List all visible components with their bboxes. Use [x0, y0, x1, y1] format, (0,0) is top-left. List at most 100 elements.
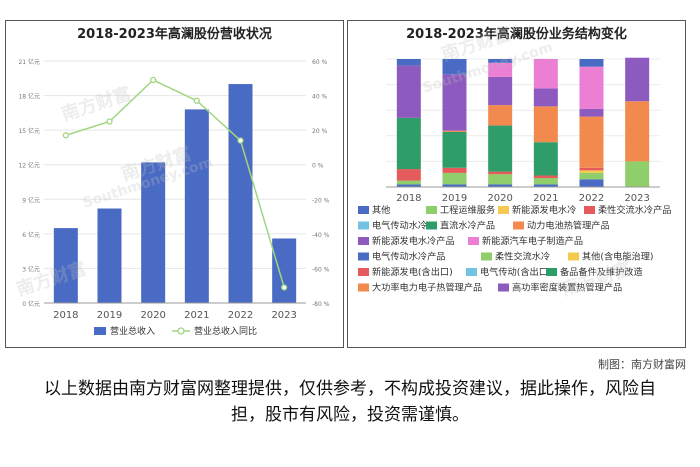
revenue-bar: [228, 84, 253, 303]
business-structure-panel: 2018-2023年高澜股份业务结构变化 2018 2019 2020 2021 202…: [347, 20, 686, 348]
stack-segment: [396, 169, 421, 181]
stack-segment: [533, 142, 558, 176]
stack-segment: [396, 59, 421, 66]
stack-segment: [533, 106, 558, 143]
legend-swatch: [358, 252, 369, 261]
legend-swatch: [468, 237, 479, 245]
revenue-bar: [141, 162, 166, 303]
stack-segment: [396, 65, 421, 118]
x-tick-label: 2023: [624, 193, 649, 204]
x-tick-label: 2023: [271, 310, 296, 321]
legend-label: 其他: [372, 204, 390, 216]
stack-segment: [625, 101, 650, 162]
legend-swatch: [498, 283, 509, 292]
x-tick-label: 2021: [533, 193, 558, 204]
stack-segment: [442, 184, 467, 187]
legend-swatch: [584, 206, 595, 214]
legend-label: 直流水冷产品: [440, 220, 495, 232]
stack-segment: [579, 179, 604, 187]
legend-label: 新能源发电水冷产品: [372, 235, 455, 247]
yoy-point: [193, 97, 200, 104]
legend-label: 营业总收入: [110, 325, 155, 337]
legend-label: 高功率密度装置热管理产品: [512, 282, 622, 294]
stack-segment: [396, 184, 421, 187]
x-tick-label: 2018: [396, 193, 421, 204]
stack-segment: [396, 117, 421, 170]
legend-label: 新能源发电水冷: [512, 204, 576, 216]
legend-swatch: [466, 268, 477, 276]
stack-segment: [533, 59, 558, 89]
legend-label: 柔性交流水冷产品: [598, 204, 672, 216]
y-tick-label: 12 亿元: [18, 162, 40, 170]
y-tick-label: 0 亿元: [22, 300, 40, 308]
yoy-point: [281, 284, 288, 291]
y2-tick-label: 60 %: [312, 59, 328, 66]
yoy-line: [65, 79, 285, 288]
legend-swatch: [513, 221, 524, 230]
stack-segment: [533, 175, 558, 179]
yoy-point: [106, 118, 113, 125]
revenue-chart-panel: 2018-2023年高澜股份营收状况 0 亿元 -80 % 3 亿元 -60 % 6 亿…: [5, 20, 344, 348]
legend-label: 备品备件及维护改造: [560, 266, 643, 278]
stack-segment: [488, 174, 513, 185]
y2-tick-label: -20 %: [312, 197, 330, 204]
revenue-bar: [272, 238, 297, 303]
stack-segment: [442, 59, 467, 75]
legend-swatch: [358, 221, 369, 230]
x-tick-label: 2019: [442, 193, 467, 204]
legend-swatch: [358, 237, 369, 245]
legend-swatch: [358, 283, 369, 292]
stack-segment: [625, 57, 650, 102]
business-structure-title: 2018-2023年高澜股份业务结构变化: [406, 27, 627, 42]
legend-label: 营业总收入同比: [194, 325, 257, 337]
legend-label: 电气传动水冷: [372, 220, 427, 232]
yoy-point: [62, 132, 69, 139]
yoy-point: [150, 76, 157, 84]
stack-segment: [442, 167, 467, 173]
revenue-chart-title: 2018-2023年高澜股份营收状况: [77, 27, 272, 42]
y-tick-label: 9 亿元: [22, 196, 40, 204]
revenue-chart: 0 亿元 -80 % 3 亿元 -60 % 6 亿元 -40 % 9 亿元 -20 % 12 亿…: [18, 58, 330, 337]
stack-segment: [579, 66, 604, 109]
stack-segment: [488, 184, 513, 187]
legend-swatch: [568, 252, 579, 261]
stack-segment: [533, 178, 558, 185]
legend-swatch: [94, 327, 106, 335]
stack-segment: [442, 74, 467, 131]
stack-segment: [625, 161, 650, 187]
legend-swatch: [358, 268, 369, 276]
stack-segment: [579, 116, 604, 168]
x-tick-label: 2021: [184, 310, 209, 321]
x-tick-label: 2022: [579, 193, 604, 204]
stack-segment: [488, 59, 513, 63]
y2-tick-label: -80 %: [312, 301, 330, 308]
legend-label: 其他(含电能治理): [582, 251, 653, 263]
x-tick-label: 2019: [97, 310, 122, 321]
y2-tick-label: -60 %: [312, 266, 330, 273]
legend-swatch: [426, 221, 437, 230]
legend-swatch: [177, 327, 185, 335]
revenue-bar: [53, 228, 78, 303]
stack-segment: [533, 184, 558, 187]
stack-segment: [442, 130, 467, 132]
y-tick-label: 6 亿元: [22, 231, 40, 239]
disclaimer-text: 以上数据由南方财富网整理提供，仅供参考，不构成投资建议，据此操作，风险自担，股市…: [44, 379, 656, 425]
y2-tick-label: 0 %: [312, 163, 324, 170]
stack-segment: [579, 108, 604, 117]
y2-tick-label: -40 %: [312, 232, 330, 239]
legend-label: 大功率电力电子热管理产品: [372, 282, 482, 294]
chart-credit: 制图：南方财富网: [598, 358, 686, 371]
stack-segment: [488, 171, 513, 175]
y2-tick-label: 40 %: [312, 94, 328, 101]
legend-label: 动力电池热管理产品: [527, 220, 610, 232]
stack-segment: [579, 170, 604, 173]
stack-segment: [396, 180, 421, 185]
stack-segment: [488, 62, 513, 77]
stack-segment: [533, 88, 558, 107]
x-tick-label: 2022: [228, 310, 253, 321]
x-tick-label: 2018: [53, 310, 78, 321]
legend-label: 新能源发电(含出口): [372, 266, 453, 278]
x-tick-label: 2020: [487, 193, 512, 204]
revenue-bar: [97, 208, 122, 303]
x-tick-label: 2020: [140, 310, 165, 321]
